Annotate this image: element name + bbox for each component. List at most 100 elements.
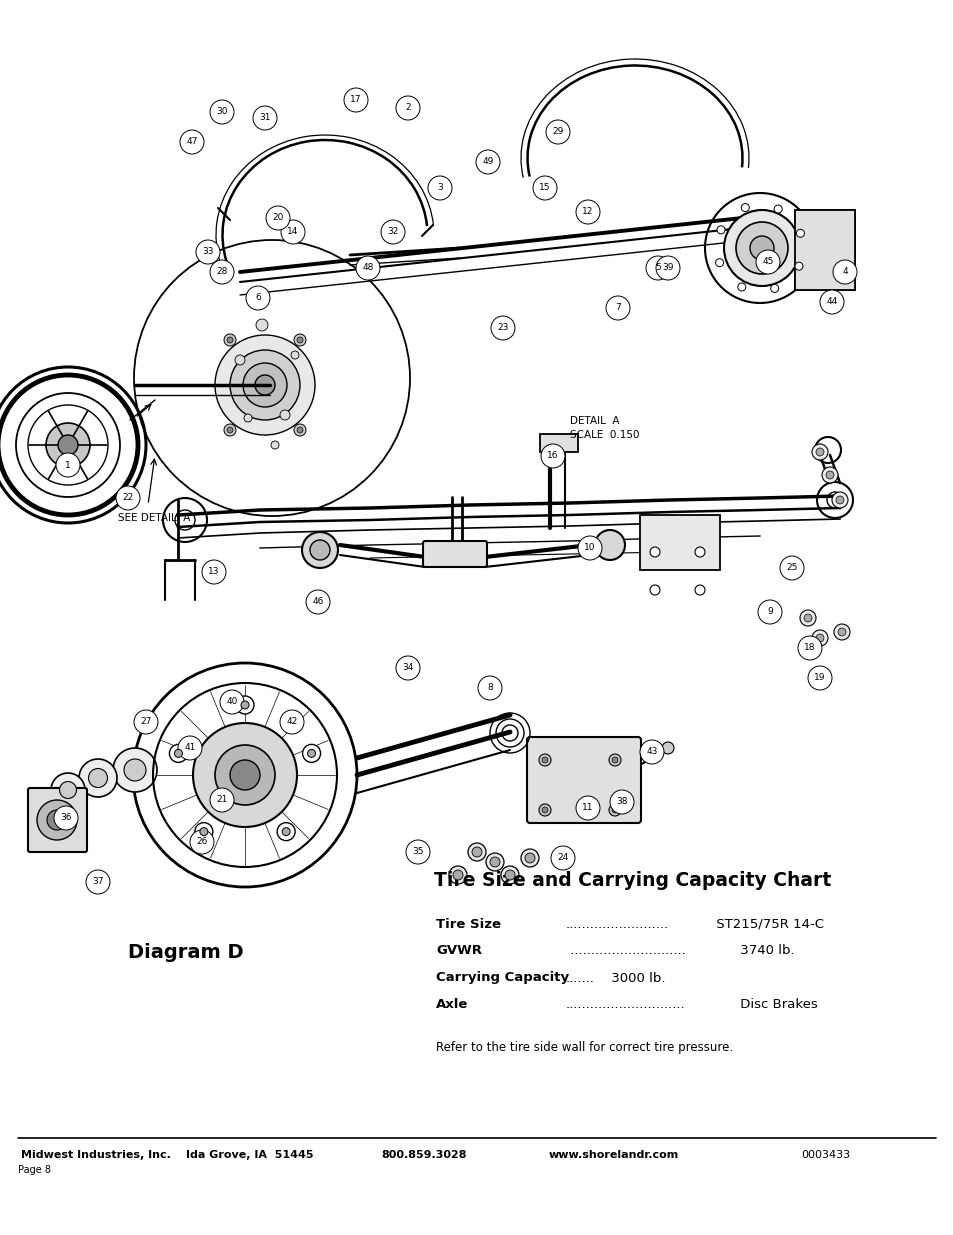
Circle shape bbox=[821, 467, 837, 483]
Circle shape bbox=[758, 600, 781, 624]
Text: 17: 17 bbox=[350, 95, 361, 105]
Circle shape bbox=[780, 556, 803, 580]
Circle shape bbox=[545, 120, 569, 144]
Circle shape bbox=[214, 335, 314, 435]
Circle shape bbox=[576, 797, 599, 820]
Circle shape bbox=[202, 559, 226, 584]
Circle shape bbox=[227, 337, 233, 343]
Text: 800.859.3028: 800.859.3028 bbox=[381, 1150, 467, 1160]
Circle shape bbox=[737, 283, 745, 291]
Text: 23: 23 bbox=[497, 324, 508, 332]
Text: 35: 35 bbox=[412, 847, 423, 857]
Circle shape bbox=[815, 448, 823, 456]
Text: 30: 30 bbox=[216, 107, 228, 116]
Circle shape bbox=[193, 722, 296, 827]
Circle shape bbox=[811, 445, 827, 459]
Circle shape bbox=[825, 471, 833, 479]
Circle shape bbox=[820, 290, 843, 314]
Text: 12: 12 bbox=[581, 207, 593, 216]
Circle shape bbox=[649, 585, 659, 595]
Circle shape bbox=[453, 869, 462, 881]
Text: 25: 25 bbox=[785, 563, 797, 573]
Text: 1: 1 bbox=[65, 461, 71, 469]
Circle shape bbox=[0, 367, 146, 522]
Text: 15: 15 bbox=[538, 184, 550, 193]
Circle shape bbox=[246, 287, 270, 310]
Circle shape bbox=[266, 206, 290, 230]
Circle shape bbox=[645, 256, 669, 280]
Text: GVWR: GVWR bbox=[436, 945, 481, 957]
Circle shape bbox=[58, 435, 78, 454]
Circle shape bbox=[428, 177, 452, 200]
Circle shape bbox=[47, 810, 67, 830]
Text: 45: 45 bbox=[761, 258, 773, 267]
Circle shape bbox=[797, 636, 821, 659]
FancyBboxPatch shape bbox=[794, 210, 854, 290]
Circle shape bbox=[541, 757, 547, 763]
Circle shape bbox=[837, 629, 845, 636]
Circle shape bbox=[89, 768, 108, 788]
Circle shape bbox=[243, 363, 287, 408]
Circle shape bbox=[210, 788, 233, 811]
Circle shape bbox=[307, 750, 315, 757]
Circle shape bbox=[255, 319, 268, 331]
Circle shape bbox=[524, 853, 535, 863]
Circle shape bbox=[612, 806, 618, 813]
Circle shape bbox=[310, 540, 330, 559]
Text: 0003433: 0003433 bbox=[801, 1150, 849, 1160]
Circle shape bbox=[380, 220, 405, 245]
Circle shape bbox=[280, 410, 290, 420]
Text: .......: ....... bbox=[565, 972, 595, 984]
Text: 29: 29 bbox=[552, 127, 563, 137]
Circle shape bbox=[86, 869, 110, 894]
FancyBboxPatch shape bbox=[526, 737, 640, 823]
Circle shape bbox=[477, 676, 501, 700]
Text: 16: 16 bbox=[547, 452, 558, 461]
Circle shape bbox=[224, 333, 235, 346]
Circle shape bbox=[833, 624, 849, 640]
Circle shape bbox=[832, 261, 856, 284]
Circle shape bbox=[281, 220, 305, 245]
Circle shape bbox=[695, 547, 704, 557]
Text: 7: 7 bbox=[615, 304, 620, 312]
FancyBboxPatch shape bbox=[422, 541, 486, 567]
Circle shape bbox=[306, 590, 330, 614]
Circle shape bbox=[715, 258, 722, 267]
Circle shape bbox=[302, 532, 337, 568]
Text: 8: 8 bbox=[487, 683, 493, 693]
Circle shape bbox=[220, 690, 244, 714]
Circle shape bbox=[796, 230, 803, 237]
Circle shape bbox=[195, 240, 220, 264]
Circle shape bbox=[609, 790, 634, 814]
Text: 46: 46 bbox=[312, 598, 323, 606]
Circle shape bbox=[291, 351, 298, 359]
Text: ............................: ............................ bbox=[565, 945, 685, 957]
Circle shape bbox=[541, 806, 547, 813]
Text: Refer to the tire side wall for correct tire pressure.: Refer to the tire side wall for correct … bbox=[436, 1041, 733, 1055]
Circle shape bbox=[235, 697, 253, 714]
Text: .........................: ......................... bbox=[565, 918, 668, 930]
Circle shape bbox=[468, 844, 485, 861]
Circle shape bbox=[56, 453, 80, 477]
Circle shape bbox=[551, 846, 575, 869]
Circle shape bbox=[280, 710, 304, 734]
Circle shape bbox=[576, 200, 599, 224]
Text: 3740 lb.: 3740 lb. bbox=[735, 945, 794, 957]
Text: Diagram D: Diagram D bbox=[128, 942, 244, 962]
Circle shape bbox=[717, 226, 724, 233]
Text: 43: 43 bbox=[645, 747, 657, 757]
Circle shape bbox=[815, 634, 823, 642]
Circle shape bbox=[51, 773, 85, 806]
Circle shape bbox=[116, 487, 140, 510]
Text: Tire Size and Carrying Capacity Chart: Tire Size and Carrying Capacity Chart bbox=[434, 871, 830, 889]
Circle shape bbox=[124, 760, 146, 781]
Circle shape bbox=[774, 205, 781, 212]
Circle shape bbox=[132, 663, 356, 887]
Circle shape bbox=[37, 800, 77, 840]
Text: 38: 38 bbox=[616, 798, 627, 806]
Text: Page 8: Page 8 bbox=[18, 1165, 51, 1174]
Circle shape bbox=[199, 827, 208, 836]
Circle shape bbox=[485, 853, 503, 871]
Text: 3: 3 bbox=[436, 184, 442, 193]
Text: 18: 18 bbox=[803, 643, 815, 652]
